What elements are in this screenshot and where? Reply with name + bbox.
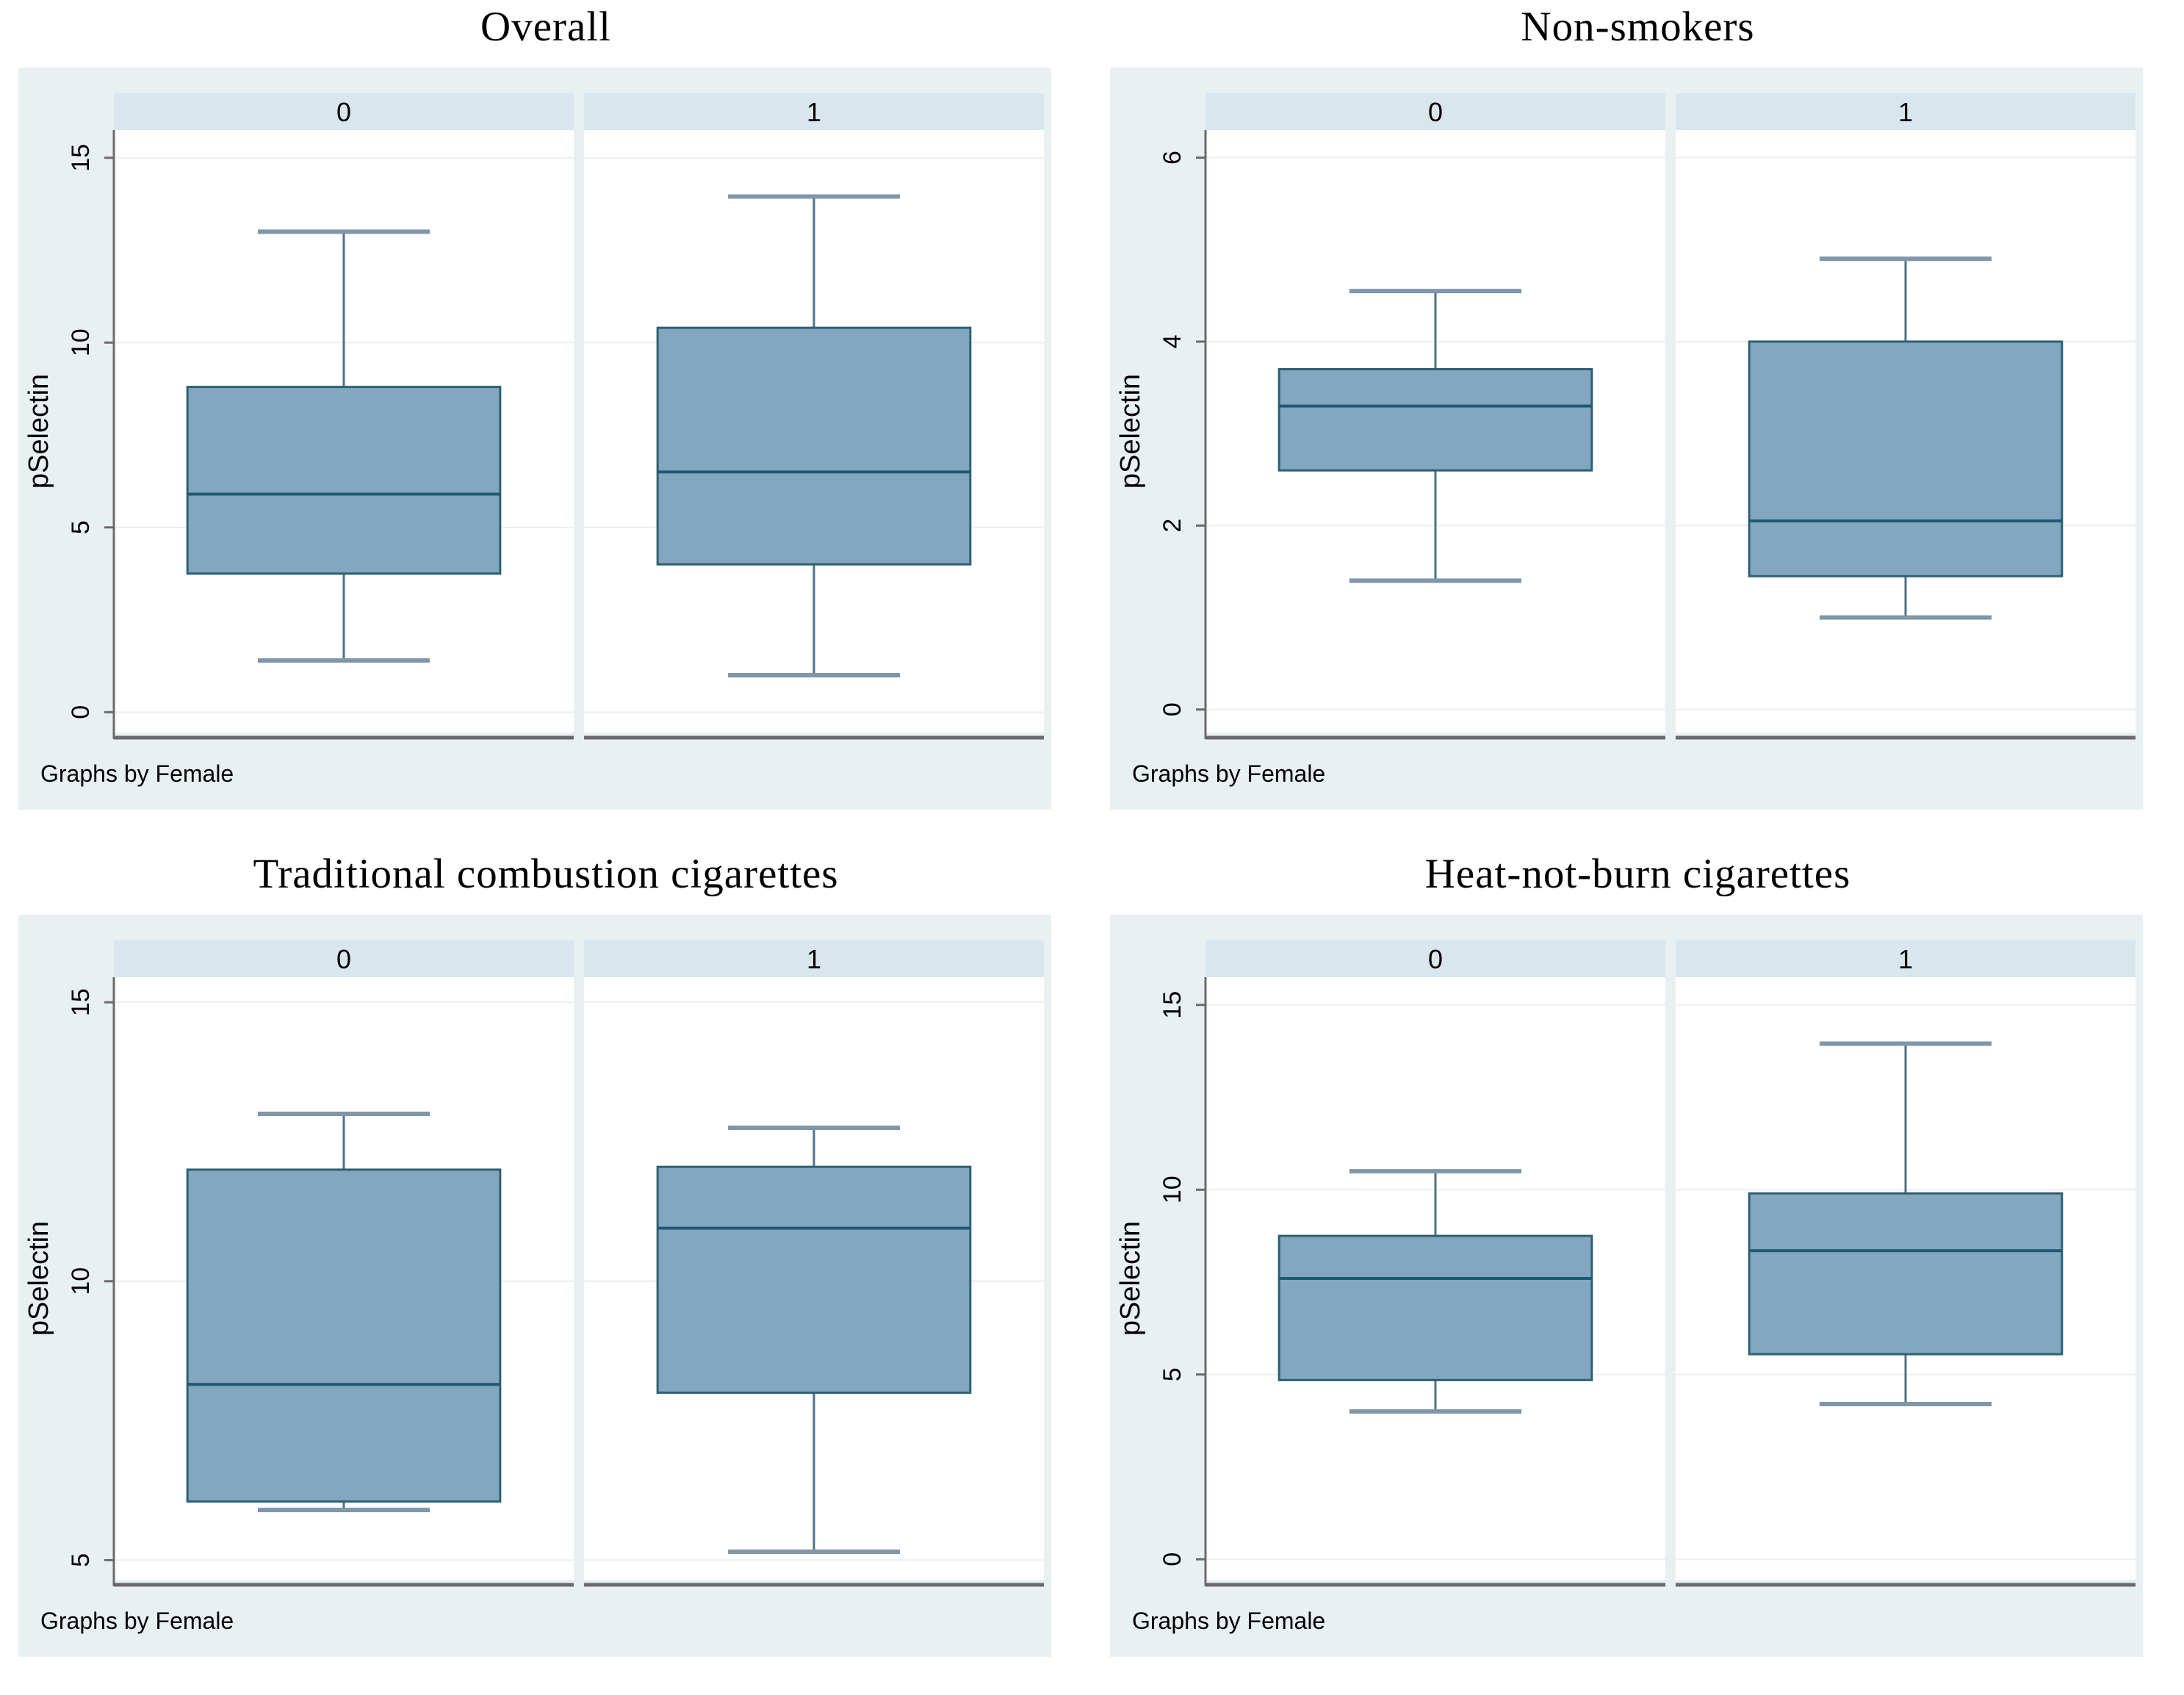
iqr-box <box>1277 367 1593 472</box>
y-tick-label: 5 <box>1158 1367 1186 1381</box>
panel-title: Traditional combustion cigarettes <box>253 851 839 897</box>
strip-label: 1 <box>1898 944 1913 974</box>
y-tick-label: 6 <box>1158 151 1186 165</box>
iqr-box <box>186 386 502 575</box>
y-axis-title: pSelectin <box>24 374 54 489</box>
strip-label: 1 <box>1898 97 1913 127</box>
panel-title: Overall <box>480 4 611 50</box>
y-axis-title: pSelectin <box>1115 374 1146 489</box>
y-axis-title: pSelectin <box>1115 1221 1146 1336</box>
stata-figure: 0 1 0 2 4 6 pSelectin Graphs by Female <box>1110 68 2143 810</box>
y-tick-label: 10 <box>1158 1176 1186 1203</box>
boxplot-canvas: 0 1 0 2 4 6 pSelectin Graphs by Female <box>1115 93 2136 787</box>
y-tick-label: 15 <box>67 144 95 172</box>
strip-label: 1 <box>807 944 821 974</box>
strip-header <box>584 940 1044 977</box>
y-tick-label: 5 <box>67 520 95 534</box>
panel-non-smokers: Non-smokers 0 1 0 2 4 6 pSelectin Graphs by Fem… <box>1092 0 2184 847</box>
panel-title: Heat-not-burn cigarettes <box>1424 851 1851 897</box>
iqr-box <box>656 1165 972 1394</box>
y-axis-title: pSelectin <box>24 1221 54 1336</box>
panel-overall: Overall 0 1 0 5 10 15 pSelectin Graphs by Femal… <box>0 0 1092 847</box>
figure-caption: Graphs by Female <box>1132 760 1325 787</box>
panel-traditional-cigarettes: Traditional combustion cigarettes 0 1 5 10 1… <box>0 847 1092 1695</box>
figure-caption: Graphs by Female <box>40 760 234 787</box>
y-tick-label: 15 <box>67 988 95 1016</box>
y-tick-label: 0 <box>1158 1552 1186 1566</box>
panel-title: Non-smokers <box>1521 4 1755 50</box>
iqr-box <box>656 326 972 566</box>
strip-header <box>114 940 574 977</box>
iqr-box <box>186 1168 502 1503</box>
strip-label: 0 <box>1428 944 1443 974</box>
strip-label: 0 <box>1428 97 1443 127</box>
y-tick-label: 15 <box>1158 991 1186 1019</box>
y-tick-label: 10 <box>67 328 95 356</box>
strip-header <box>1205 940 1665 977</box>
y-tick-label: 2 <box>1158 519 1186 533</box>
y-tick-label: 10 <box>67 1267 95 1295</box>
strip-header <box>584 93 1044 130</box>
y-tick-label: 5 <box>67 1553 95 1567</box>
iqr-box <box>1277 1234 1593 1381</box>
y-tick-label: 0 <box>1158 702 1186 716</box>
iqr-box <box>1748 340 2064 577</box>
iqr-box <box>1748 1192 2064 1356</box>
strip-header <box>114 93 574 130</box>
stata-figure: 0 1 0 5 10 15 pSelectin Graphs by Female <box>18 68 1051 810</box>
y-tick-label: 4 <box>1158 334 1186 348</box>
strip-header <box>1205 93 1665 130</box>
stata-figure: 0 1 5 10 15 pSelectin Graphs by Female <box>18 915 1051 1657</box>
figure-caption: Graphs by Female <box>40 1608 234 1634</box>
strip-label: 1 <box>807 97 821 127</box>
strip-header <box>1676 940 2136 977</box>
panel-heat-not-burn: Heat-not-burn cigarettes 0 1 0 5 10 15 pSelect… <box>1092 847 2184 1695</box>
strip-label: 0 <box>336 944 351 974</box>
strip-label: 0 <box>336 97 351 127</box>
strip-header <box>1676 93 2136 130</box>
stata-figure: 0 1 0 5 10 15 pSelectin Graphs by Female <box>1110 915 2143 1657</box>
y-tick-label: 0 <box>67 705 95 719</box>
figure-caption: Graphs by Female <box>1132 1608 1325 1634</box>
